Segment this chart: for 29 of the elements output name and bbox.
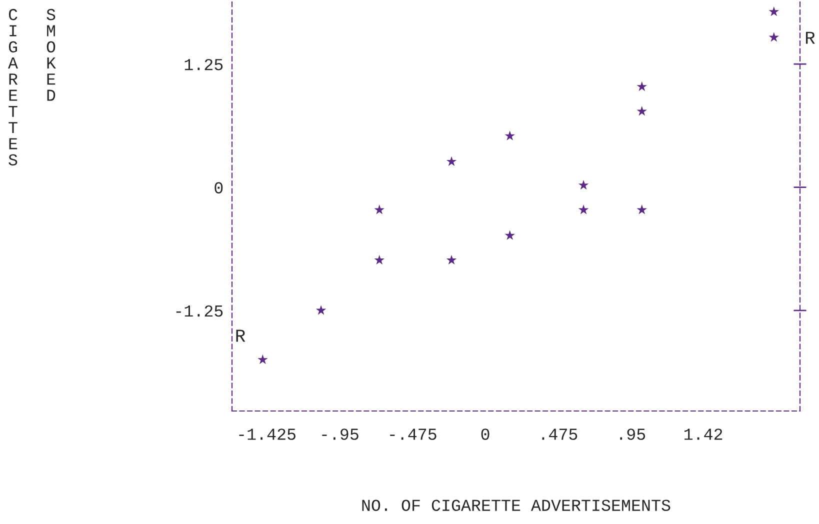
point xyxy=(578,204,589,214)
y-tick-label: 1.25 xyxy=(184,58,223,70)
text: R xyxy=(806,32,815,44)
point xyxy=(578,180,589,190)
point xyxy=(768,32,780,42)
point xyxy=(258,354,268,364)
x-tick-label: 1.42 xyxy=(684,428,722,440)
point xyxy=(446,254,457,265)
x-tick-label: 0 xyxy=(481,428,490,440)
point xyxy=(504,230,515,240)
y-tick-label: -1.25 xyxy=(176,305,223,317)
point xyxy=(768,6,780,16)
x-tick-label: -1.425 xyxy=(239,428,296,440)
point xyxy=(636,106,647,116)
point xyxy=(636,204,647,214)
point xyxy=(374,204,384,214)
point xyxy=(316,305,326,315)
point xyxy=(504,130,515,140)
annotation: R xyxy=(236,330,246,342)
x-axis-title: NO. OF CIGARETTE ADVERTISEMENTS xyxy=(362,500,670,511)
x-tick-label: .475 xyxy=(542,428,578,440)
point xyxy=(374,254,384,265)
point xyxy=(446,156,457,166)
x-tick-label: -.95 xyxy=(322,428,358,440)
text: CIGARETTES SMOKED xyxy=(8,8,56,166)
x-tick-label: .95 xyxy=(620,428,646,440)
x-tick-label: -.475 xyxy=(390,428,436,440)
point xyxy=(636,81,647,92)
y-tick-label: 0 xyxy=(214,182,223,194)
